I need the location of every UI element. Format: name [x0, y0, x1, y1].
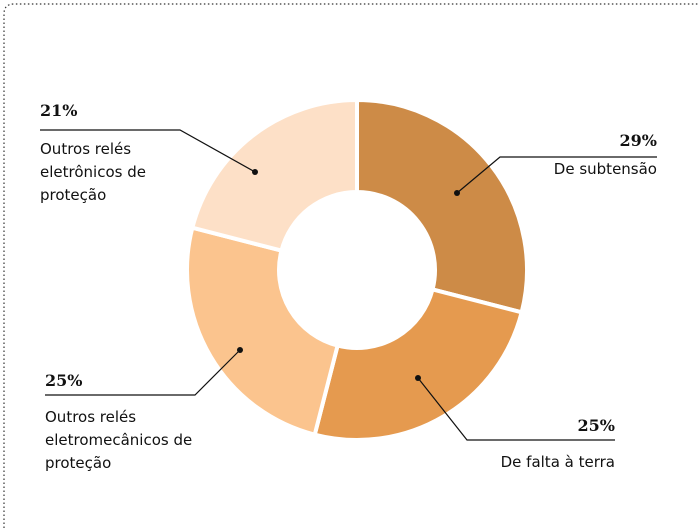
category-label: Outros relés eletromecânicos de proteção — [45, 408, 193, 472]
category-label: De falta à terra — [500, 453, 615, 471]
value-label: 21% — [40, 101, 78, 120]
leader-line — [40, 129, 256, 173]
donut-slice — [185, 225, 341, 438]
category-label: Outros relés eletrônicos de proteção — [40, 140, 146, 204]
leader-line — [456, 156, 657, 194]
category-label: De subtensão — [553, 160, 657, 178]
leader-dot — [415, 375, 421, 381]
donut-slice — [189, 97, 359, 254]
leader-line — [417, 377, 615, 441]
donut-slice — [312, 286, 525, 442]
value-label: 25% — [577, 416, 615, 435]
leader-dot — [252, 169, 258, 175]
donut-slice — [355, 97, 529, 315]
leader-dot — [237, 347, 243, 353]
value-label: 25% — [45, 371, 83, 390]
leader-line — [45, 349, 241, 396]
leader-dot — [454, 190, 460, 196]
value-label: 29% — [619, 131, 657, 150]
